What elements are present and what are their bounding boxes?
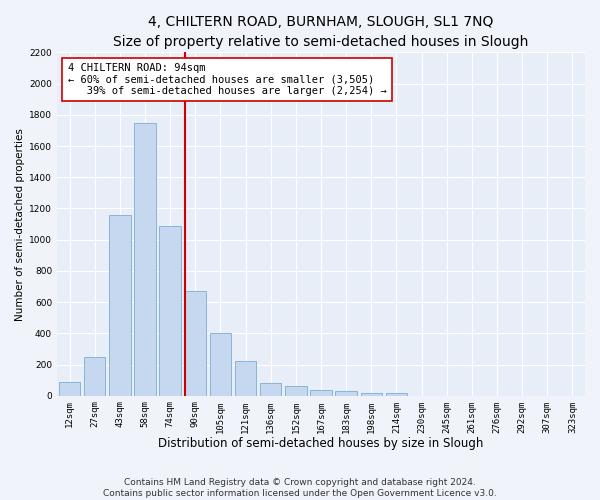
Bar [160, 226, 181, 396]
Bar [59, 382, 80, 396]
Bar [310, 390, 332, 396]
Bar [109, 214, 131, 396]
Bar [210, 334, 231, 396]
Bar [386, 392, 407, 396]
Bar [84, 358, 106, 396]
Bar [361, 392, 382, 396]
Text: Contains HM Land Registry data © Crown copyright and database right 2024.
Contai: Contains HM Land Registry data © Crown c… [103, 478, 497, 498]
Text: 4 CHILTERN ROAD: 94sqm
← 60% of semi-detached houses are smaller (3,505)
   39% : 4 CHILTERN ROAD: 94sqm ← 60% of semi-det… [68, 62, 386, 96]
Bar [260, 383, 281, 396]
X-axis label: Distribution of semi-detached houses by size in Slough: Distribution of semi-detached houses by … [158, 437, 484, 450]
Bar [335, 391, 357, 396]
Title: 4, CHILTERN ROAD, BURNHAM, SLOUGH, SL1 7NQ
Size of property relative to semi-det: 4, CHILTERN ROAD, BURNHAM, SLOUGH, SL1 7… [113, 15, 529, 48]
Bar [134, 122, 156, 396]
Bar [235, 360, 256, 396]
Y-axis label: Number of semi-detached properties: Number of semi-detached properties [15, 128, 25, 320]
Bar [285, 386, 307, 396]
Bar [185, 291, 206, 396]
